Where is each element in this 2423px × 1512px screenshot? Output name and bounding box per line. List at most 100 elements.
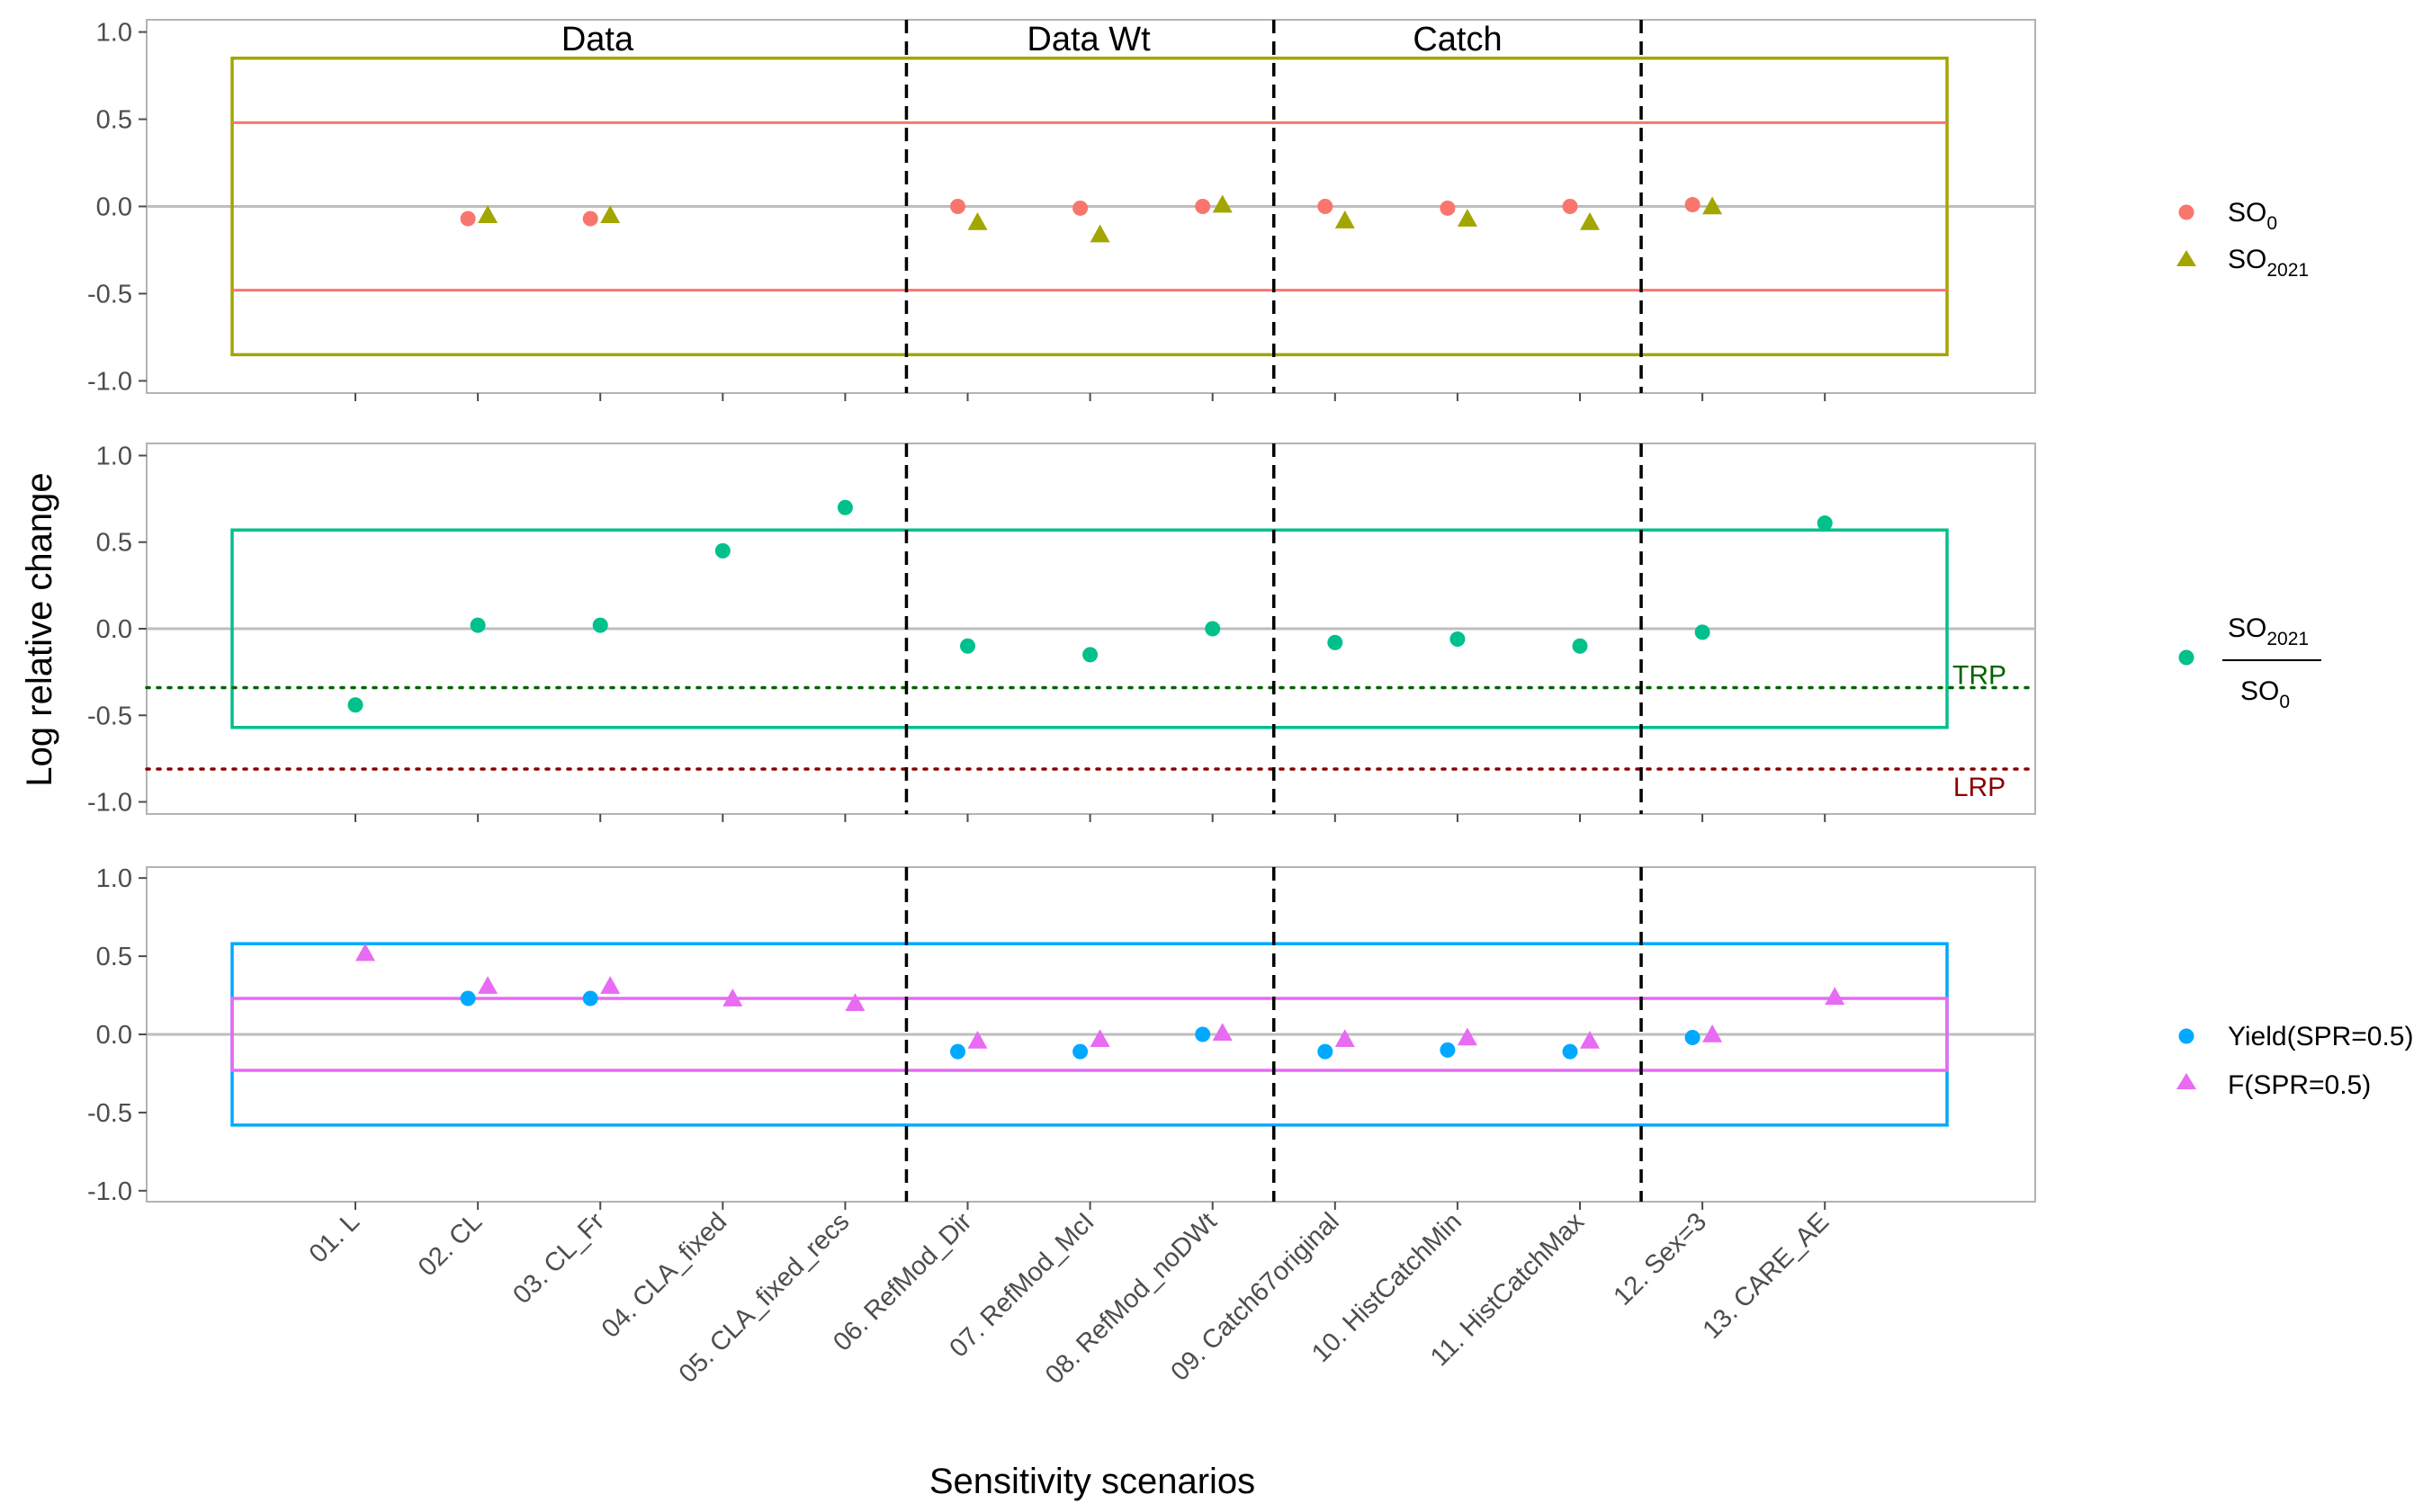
point-ratio [347, 697, 363, 713]
point-so2021 [478, 205, 498, 223]
panel-yield: 1.0 0.5 0.0 -0.5 -1.0 [87, 864, 2036, 1210]
point-so0 [950, 199, 965, 214]
point-yield [1440, 1042, 1456, 1058]
x-axis-title: Sensitivity scenarios [929, 1462, 1255, 1501]
panel-ratio: 1.0 0.5 0.0 -0.5 -1.0 TRP LRP [87, 442, 2037, 822]
ref-label-lrp: LRP [1953, 773, 2006, 802]
y-tick-label: 1.0 [96, 19, 132, 48]
point-f [1457, 1027, 1477, 1046]
legend-label-so0: SO0 [2228, 198, 2277, 234]
point-so0 [1684, 197, 1701, 213]
point-so0 [1072, 200, 1089, 216]
legend-key-f [2176, 1073, 2196, 1089]
point-f [1090, 1029, 1110, 1048]
point-f [1702, 1024, 1723, 1042]
point-f [1212, 1023, 1233, 1042]
point-so0 [582, 210, 598, 227]
point-f [722, 989, 743, 1007]
point-ratio [1082, 647, 1099, 663]
point-ratio [1327, 634, 1343, 650]
range-box [230, 56, 1949, 357]
panel-so: 1.0 0.5 0.0 -0.5 -1.0 Data Data Wt Catch [87, 19, 2036, 401]
point-f [1334, 1029, 1355, 1048]
legend-key-ratio [2178, 649, 2194, 666]
point-ratio [1817, 515, 1833, 532]
y-tick-label: 0.0 [96, 615, 132, 644]
y-tick-label: -0.5 [87, 1099, 132, 1128]
point-ratio [837, 499, 853, 515]
point-f [1825, 987, 1845, 1006]
point-so2021 [1702, 196, 1723, 215]
legend-key-so2021 [2176, 250, 2196, 266]
x-tick-label: 04. CLA_fixed [597, 1207, 732, 1343]
point-ratio [1694, 624, 1710, 640]
point-ratio [1205, 621, 1221, 637]
point-f [478, 976, 498, 994]
legend-label-yield: Yield(SPR=0.5) [2228, 1022, 2413, 1051]
point-yield [1562, 1043, 1578, 1060]
point-so0 [460, 210, 476, 227]
point-so0 [1440, 200, 1456, 216]
point-f [355, 943, 375, 962]
y-tick-label: 0.5 [96, 529, 132, 558]
point-so2021 [600, 205, 621, 223]
legend-key-so0 [2178, 204, 2194, 220]
group-label: Data Wt [1027, 21, 1151, 58]
y-axis-title: Log relative change [20, 472, 59, 786]
point-ratio [592, 617, 608, 633]
point-yield [950, 1043, 965, 1060]
point-so0 [1317, 199, 1333, 214]
x-tick-label: 13. CARE_AE [1698, 1207, 1835, 1345]
range-box [230, 997, 1949, 1072]
point-yield [460, 990, 476, 1007]
point-f [600, 976, 621, 994]
range-box [230, 528, 1949, 729]
y-tick-label: 0.5 [96, 106, 132, 135]
point-ratio [960, 638, 975, 654]
point-f [1580, 1030, 1600, 1049]
y-tick-label: 0.0 [96, 1021, 132, 1050]
point-so2021 [1212, 194, 1233, 213]
x-tick-label: 12. Sex=3 [1609, 1207, 1713, 1311]
point-f [967, 1030, 988, 1049]
legend-label-f: F(SPR=0.5) [2228, 1070, 2371, 1100]
y-tick-label: -1.0 [87, 1177, 132, 1206]
legend: SO0 SO2021 SO2021 SO0 Yield(SPR=0.5) F(SPR=0.… [2176, 198, 2413, 1100]
point-ratio [1572, 638, 1588, 654]
point-yield [1317, 1043, 1333, 1060]
legend-key-yield [2178, 1028, 2194, 1044]
point-so2021 [1090, 224, 1110, 243]
point-so0 [1195, 199, 1211, 214]
group-label: Catch [1413, 21, 1502, 58]
ref-label-trp: TRP [1952, 660, 2006, 690]
y-tick-label: 0.5 [96, 943, 132, 971]
point-so2021 [967, 211, 988, 230]
y-tick-label: -0.5 [87, 702, 132, 730]
point-f [845, 993, 866, 1012]
point-so0 [1562, 199, 1578, 214]
point-yield [1072, 1043, 1089, 1060]
x-tick-label: 02. CL [413, 1207, 488, 1282]
x-tick-label: 01. L [304, 1207, 365, 1268]
y-tick-label: -1.0 [87, 367, 132, 396]
legend-label-so2021: SO2021 [2228, 245, 2309, 281]
legend-label-numerator: SO2021 [2228, 613, 2309, 649]
point-so2021 [1580, 211, 1600, 230]
group-label: Data [561, 21, 634, 58]
point-yield [1684, 1029, 1701, 1045]
y-tick-label: -1.0 [87, 789, 132, 818]
point-ratio [714, 542, 731, 559]
legend-label-denominator: SO0 [2240, 676, 2290, 712]
point-so2021 [1334, 210, 1355, 228]
x-tick-label: 03. CL_Fr [507, 1207, 610, 1310]
point-ratio [1449, 631, 1466, 648]
point-yield [582, 990, 598, 1007]
point-ratio [470, 617, 486, 633]
point-so2021 [1457, 209, 1477, 227]
y-tick-label: 1.0 [96, 442, 132, 470]
y-tick-label: -0.5 [87, 280, 132, 309]
y-tick-label: 0.0 [96, 193, 132, 222]
y-tick-label: 1.0 [96, 864, 132, 893]
